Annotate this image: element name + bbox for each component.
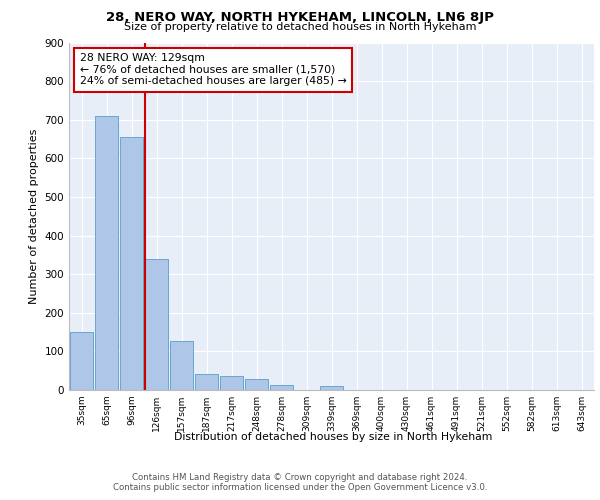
Bar (245, 379, 268, 390)
Bar (120, 137, 143, 390)
Bar (95, 116, 118, 390)
Text: Contains HM Land Registry data © Crown copyright and database right 2024.: Contains HM Land Registry data © Crown c… (132, 472, 468, 482)
Bar (270, 386, 293, 390)
Bar (195, 374, 218, 390)
Bar (170, 340, 193, 390)
Bar (320, 386, 343, 390)
Text: Distribution of detached houses by size in North Hykeham: Distribution of detached houses by size … (174, 432, 492, 442)
Bar (145, 258, 168, 390)
Text: 28 NERO WAY: 129sqm
← 76% of detached houses are smaller (1,570)
24% of semi-det: 28 NERO WAY: 129sqm ← 76% of detached ho… (79, 53, 346, 86)
Text: Size of property relative to detached houses in North Hykeham: Size of property relative to detached ho… (124, 22, 476, 32)
Bar (70, 332, 93, 390)
Bar (220, 376, 243, 390)
Text: 28, NERO WAY, NORTH HYKEHAM, LINCOLN, LN6 8JP: 28, NERO WAY, NORTH HYKEHAM, LINCOLN, LN… (106, 11, 494, 24)
Y-axis label: Number of detached properties: Number of detached properties (29, 128, 39, 304)
Text: Contains public sector information licensed under the Open Government Licence v3: Contains public sector information licen… (113, 484, 487, 492)
